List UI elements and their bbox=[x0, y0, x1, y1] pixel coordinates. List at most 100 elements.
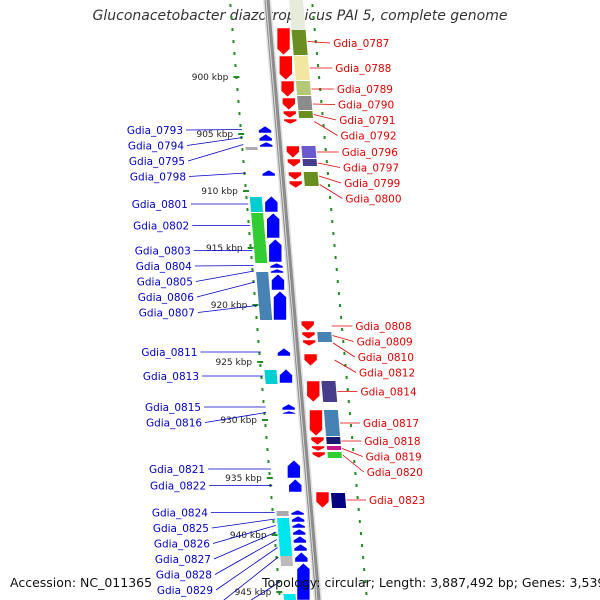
forward-label-connector bbox=[313, 114, 337, 121]
forward-cog-block bbox=[297, 96, 313, 110]
forward-gene-label: Gdia_0800 bbox=[345, 194, 401, 206]
reverse-gene-label: Gdia_0816 bbox=[146, 418, 202, 430]
kbp-label: 915 kbp bbox=[206, 244, 243, 254]
forward-gene-arrow bbox=[309, 409, 323, 437]
reverse-gene-label: Gdia_0821 bbox=[149, 464, 205, 476]
reverse-label-connector bbox=[223, 556, 279, 600]
reverse-label-connector bbox=[186, 137, 243, 146]
reverse-label-connector bbox=[250, 581, 281, 600]
forward-label-connector bbox=[334, 359, 357, 373]
reverse-gene-arrow bbox=[264, 195, 279, 213]
forward-cog-block bbox=[302, 159, 318, 166]
reverse-cog-block bbox=[249, 197, 264, 212]
forward-cog-block bbox=[298, 111, 314, 118]
forward-gene-arrow bbox=[311, 445, 325, 452]
reverse-gene-label: Gdia_0827 bbox=[155, 554, 211, 566]
reverse-gene-label: Gdia_0828 bbox=[156, 570, 212, 582]
reverse-gene-label: Gdia_0813 bbox=[143, 371, 199, 383]
reverse-gene-arrow bbox=[287, 459, 301, 479]
reverse-gene-label: Gdia_0802 bbox=[133, 221, 189, 233]
reverse-gene-label: Gdia_0794 bbox=[128, 141, 184, 153]
reverse-label-connector bbox=[212, 525, 276, 544]
forward-gene-arrow bbox=[280, 80, 295, 98]
reverse-cog-block bbox=[277, 518, 293, 556]
forward-cog-block bbox=[317, 332, 333, 342]
forward-gene-arrow bbox=[301, 331, 316, 340]
kbp-label: 935 kbp bbox=[225, 474, 262, 484]
reverse-gene-arrow bbox=[294, 551, 309, 563]
reverse-label-connector bbox=[195, 270, 255, 282]
reverse-gene-label: Gdia_0806 bbox=[138, 292, 194, 304]
forward-label-connector bbox=[342, 454, 365, 473]
forward-gene-arrow bbox=[278, 55, 293, 81]
forward-gene-label: Gdia_0792 bbox=[340, 131, 396, 143]
reverse-gene-arrow bbox=[293, 535, 307, 544]
forward-gene-arrow bbox=[288, 171, 302, 181]
gene-label-track: Gdia_0787 Gdia_0788 Gdia_0789 Gdia_0790 Gdia… bbox=[127, 38, 425, 600]
reverse-gene-label: Gdia_0829 bbox=[157, 585, 213, 597]
forward-gene-label: Gdia_0809 bbox=[357, 337, 413, 349]
reverse-label-connector bbox=[185, 129, 243, 131]
reverse-gene-arrow bbox=[282, 410, 296, 415]
forward-label-connector bbox=[318, 175, 342, 184]
accession-text: Accession: NC_011365 bbox=[10, 575, 153, 590]
forward-cog-block bbox=[295, 81, 312, 95]
reverse-gene-arrow bbox=[261, 169, 276, 177]
reverse-label-connector bbox=[214, 539, 278, 575]
forward-gene-label: Gdia_0791 bbox=[339, 115, 395, 127]
forward-gene-label: Gdia_0797 bbox=[343, 163, 399, 175]
forward-label-connector bbox=[312, 103, 336, 105]
forward-gene-arrow bbox=[288, 180, 303, 189]
reverse-gene-label: Gdia_0807 bbox=[139, 308, 195, 320]
kbp-label: 900 kbp bbox=[192, 73, 229, 83]
reverse-label-connector bbox=[215, 547, 278, 591]
forward-gene-arrow bbox=[286, 145, 300, 159]
reverse-gene-arrow bbox=[271, 273, 285, 291]
reverse-gene-arrow bbox=[291, 522, 306, 529]
kbp-label: 910 kbp bbox=[201, 187, 238, 197]
reverse-gene-label: Gdia_0825 bbox=[153, 523, 209, 535]
kbp-label: 925 kbp bbox=[215, 358, 252, 368]
forward-gene-label: Gdia_0814 bbox=[361, 387, 417, 399]
reverse-gene-arrow bbox=[269, 262, 284, 269]
reverse-gene-arrow bbox=[296, 562, 311, 600]
reverse-label-connector bbox=[197, 305, 258, 313]
forward-label-connector bbox=[314, 121, 338, 136]
reverse-label-connector bbox=[187, 144, 244, 162]
forward-cog-block bbox=[327, 452, 342, 458]
reverse-gene-label: Gdia_0801 bbox=[132, 199, 188, 211]
reverse-gene-arrow bbox=[259, 141, 274, 148]
forward-gene-label: Gdia_0787 bbox=[333, 38, 389, 50]
forward-gene-label: Gdia_0789 bbox=[337, 84, 393, 96]
kbp-tick-track: 900 kbp 905 kbp 910 kbp 915 kbp 920 kbp 925 k… bbox=[192, 3, 368, 598]
forward-gene-label: Gdia_0810 bbox=[358, 352, 414, 364]
forward-gene-label: Gdia_0812 bbox=[359, 368, 415, 380]
reverse-gene-label: Gdia_0815 bbox=[145, 402, 201, 414]
forward-cog-block bbox=[323, 410, 341, 436]
forward-gene-arrow bbox=[287, 158, 301, 168]
forward-gene-label: Gdia_0820 bbox=[367, 467, 423, 479]
forward-cog-block bbox=[303, 172, 319, 186]
forward-gene-label: Gdia_0790 bbox=[338, 100, 394, 112]
forward-gene-arrow bbox=[276, 27, 291, 56]
reverse-label-connector bbox=[205, 412, 267, 423]
reverse-label-connector bbox=[213, 531, 277, 560]
reverse-gene-arrow bbox=[277, 347, 291, 357]
forward-cog-block bbox=[330, 493, 347, 508]
forward-gene-label: Gdia_0818 bbox=[364, 436, 420, 448]
reverse-gene-arrow bbox=[270, 268, 284, 274]
forward-gene-arrow bbox=[302, 339, 316, 347]
reverse-gene-label: Gdia_0824 bbox=[152, 508, 208, 520]
reverse-label-connector bbox=[189, 172, 246, 177]
forward-gene-label: Gdia_0819 bbox=[366, 452, 422, 464]
reverse-gene-label: Gdia_0803 bbox=[135, 246, 191, 258]
reverse-label-connector bbox=[194, 265, 254, 267]
kbp-label: 945 kbp bbox=[235, 588, 272, 598]
reverse-label-connector bbox=[211, 518, 276, 529]
forward-gene-arrow bbox=[311, 451, 326, 459]
forward-gene-label: Gdia_0799 bbox=[344, 178, 400, 190]
kbp-label: 920 kbp bbox=[211, 301, 248, 311]
forward-label-connector bbox=[317, 162, 341, 168]
reverse-cog-block bbox=[280, 556, 294, 566]
